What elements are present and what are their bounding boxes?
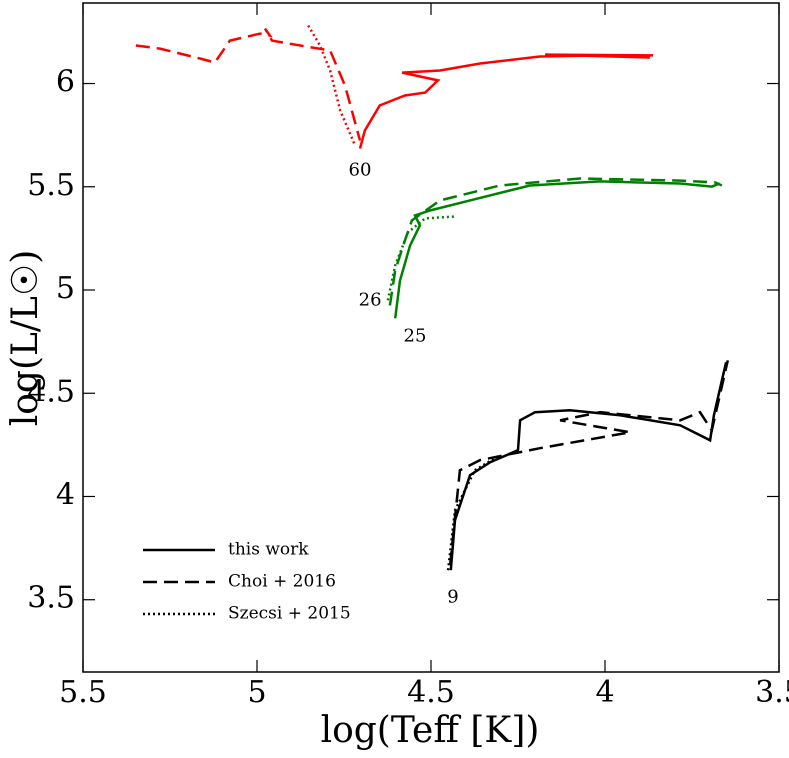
y-tick-label: 3.5 bbox=[27, 581, 75, 616]
legend-label: Szecsi + 2015 bbox=[228, 604, 351, 624]
x-tick-label: 4 bbox=[595, 675, 614, 710]
track-line bbox=[135, 27, 362, 141]
y-tick-label: 4 bbox=[56, 477, 75, 512]
x-tick-label: 5 bbox=[247, 675, 266, 710]
mass-label: 9 bbox=[447, 586, 458, 607]
y-tick-label: 5.5 bbox=[27, 168, 75, 203]
y-axis-label: log(L/L☉) bbox=[5, 250, 46, 427]
track-line bbox=[386, 215, 456, 301]
track-line bbox=[388, 177, 723, 306]
track-line bbox=[446, 454, 501, 571]
x-tick-label: 3.5 bbox=[755, 675, 789, 710]
track-line bbox=[393, 180, 721, 319]
y-tick-label: 5 bbox=[56, 271, 75, 306]
track-line bbox=[449, 362, 728, 571]
track-line bbox=[307, 24, 357, 146]
x-tick-label: 4.5 bbox=[407, 675, 455, 710]
x-axis-label: log(Teff [K]) bbox=[321, 710, 540, 751]
track-line bbox=[448, 360, 730, 566]
y-tick-label: 4.5 bbox=[27, 374, 75, 409]
mass-label: 60 bbox=[349, 159, 372, 180]
legend-label: Choi + 2016 bbox=[228, 572, 336, 592]
legend-label: this work bbox=[228, 540, 309, 560]
plot-frame bbox=[82, 2, 780, 673]
x-tick-label: 5.5 bbox=[59, 675, 107, 710]
track-line bbox=[358, 53, 654, 149]
mass-label: 25 bbox=[404, 325, 427, 346]
mass-label: 26 bbox=[359, 289, 382, 310]
y-tick-label: 6 bbox=[56, 65, 75, 100]
